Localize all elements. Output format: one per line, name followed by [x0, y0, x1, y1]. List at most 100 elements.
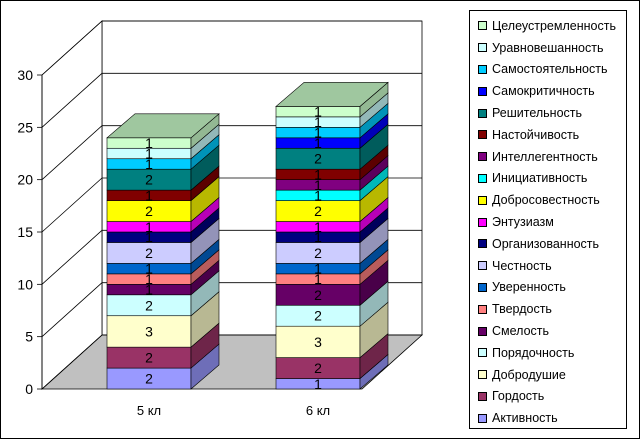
legend-label: Гордость	[492, 389, 545, 404]
data-label: 2	[314, 245, 322, 261]
legend-label: Добросовестность	[492, 193, 600, 208]
legend-item: Добросовестность	[478, 189, 626, 211]
legend-swatch	[478, 173, 487, 183]
data-label: 2	[314, 360, 322, 376]
data-label: 3	[314, 334, 322, 350]
legend-item: Уравновешанность	[478, 37, 626, 59]
legend-label: Уравновешанность	[492, 40, 604, 55]
legend-item: Интеллегентность	[478, 146, 626, 168]
legend-label: Смелость	[492, 324, 550, 339]
legend-item: Добродушие	[478, 364, 626, 386]
legend-label: Честность	[492, 258, 552, 273]
x-category-label: 6 кл	[306, 403, 330, 418]
legend-label: Уверенность	[492, 280, 566, 295]
y-tick-label: 5	[25, 329, 33, 345]
legend-label: Самостоятельность	[492, 62, 608, 77]
legend-swatch	[478, 86, 487, 96]
legend-item: Настойчивость	[478, 124, 626, 146]
legend-swatch	[478, 152, 487, 162]
legend-item: Порядочность	[478, 342, 626, 364]
legend-item: Самостоятельность	[478, 59, 626, 81]
data-label: 2	[145, 371, 153, 387]
y-tick-label: 30	[17, 67, 33, 83]
data-label: 2	[314, 151, 322, 167]
data-label: 1	[314, 125, 322, 141]
legend-label: Организованность	[492, 236, 600, 251]
y-tick-label: 0	[25, 381, 33, 397]
data-label: 1	[314, 166, 322, 182]
legend-swatch	[478, 108, 487, 118]
legend-label: Энтузиазм	[492, 215, 554, 230]
legend-label: Твердость	[492, 302, 552, 317]
data-label: 1	[145, 229, 153, 245]
data-label: 1	[314, 261, 322, 277]
legend-item: Честность	[478, 255, 626, 277]
legend-item: Гордость	[478, 386, 626, 408]
data-label: 1	[145, 156, 153, 172]
legend-label: Самокритичность	[492, 84, 595, 99]
x-category-label: 5 кл	[137, 403, 161, 418]
data-label: 3	[145, 323, 153, 339]
data-label: 2	[145, 172, 153, 188]
legend-swatch	[478, 282, 487, 292]
legend-label: Настойчивость	[492, 127, 580, 142]
y-tick-label: 15	[17, 224, 33, 240]
legend-label: Решительность	[492, 106, 583, 121]
legend: Целеустремленность Уравновешанность Самост…	[469, 10, 627, 429]
legend-swatch	[478, 348, 487, 358]
data-label: 2	[145, 203, 153, 219]
legend-swatch	[478, 304, 487, 314]
gridline	[41, 72, 422, 128]
data-label: 1	[314, 135, 322, 151]
legend-label: Добродушие	[492, 367, 566, 382]
legend-swatch	[478, 21, 487, 31]
legend-label: Инициативность	[492, 171, 588, 186]
data-label: 1	[314, 114, 322, 130]
legend-label: Порядочность	[492, 345, 575, 360]
data-label: 1	[314, 177, 322, 193]
legend-swatch	[478, 261, 487, 271]
legend-swatch	[478, 64, 487, 74]
data-label: 1	[145, 219, 153, 235]
data-label: 1	[314, 229, 322, 245]
legend-item: Целеустремленность	[478, 15, 626, 37]
legend-swatch	[478, 239, 487, 249]
legend-swatch	[478, 413, 487, 423]
legend-item: Самокритичность	[478, 80, 626, 102]
legend-item: Решительность	[478, 102, 626, 124]
data-label: 1	[145, 135, 153, 151]
legend-item: Смелость	[478, 320, 626, 342]
bar-top	[275, 82, 389, 107]
data-label: 1	[145, 271, 153, 287]
legend-swatch	[478, 326, 487, 336]
data-label: 2	[145, 297, 153, 313]
data-label: 1	[145, 261, 153, 277]
legend-item: Уверенность	[478, 277, 626, 299]
y-tick-label: 10	[17, 276, 33, 292]
data-label: 2	[314, 308, 322, 324]
data-label: 1	[145, 282, 153, 298]
gridline	[41, 20, 422, 76]
legend-item: Активность	[478, 407, 626, 429]
legend-item: Организованность	[478, 233, 626, 255]
data-label: 2	[145, 350, 153, 366]
y-tick-label: 20	[17, 172, 33, 188]
data-label: 1	[314, 104, 322, 120]
legend-swatch	[478, 370, 487, 380]
legend-label: Активность	[492, 411, 558, 426]
data-label: 1	[314, 187, 322, 203]
data-label: 1	[314, 219, 322, 235]
legend-item: Твердость	[478, 298, 626, 320]
data-label: 1	[145, 187, 153, 203]
y-tick-label: 25	[17, 119, 33, 135]
legend-swatch	[478, 217, 487, 227]
data-label: 2	[314, 287, 322, 303]
legend-swatch	[478, 43, 487, 53]
legend-label: Интеллегентность	[492, 149, 598, 164]
legend-label: Целеустремленность	[492, 18, 616, 33]
data-label: 1	[314, 271, 322, 287]
legend-item: Энтузиазм	[478, 211, 626, 233]
data-label: 1	[145, 146, 153, 162]
data-label: 2	[145, 245, 153, 261]
